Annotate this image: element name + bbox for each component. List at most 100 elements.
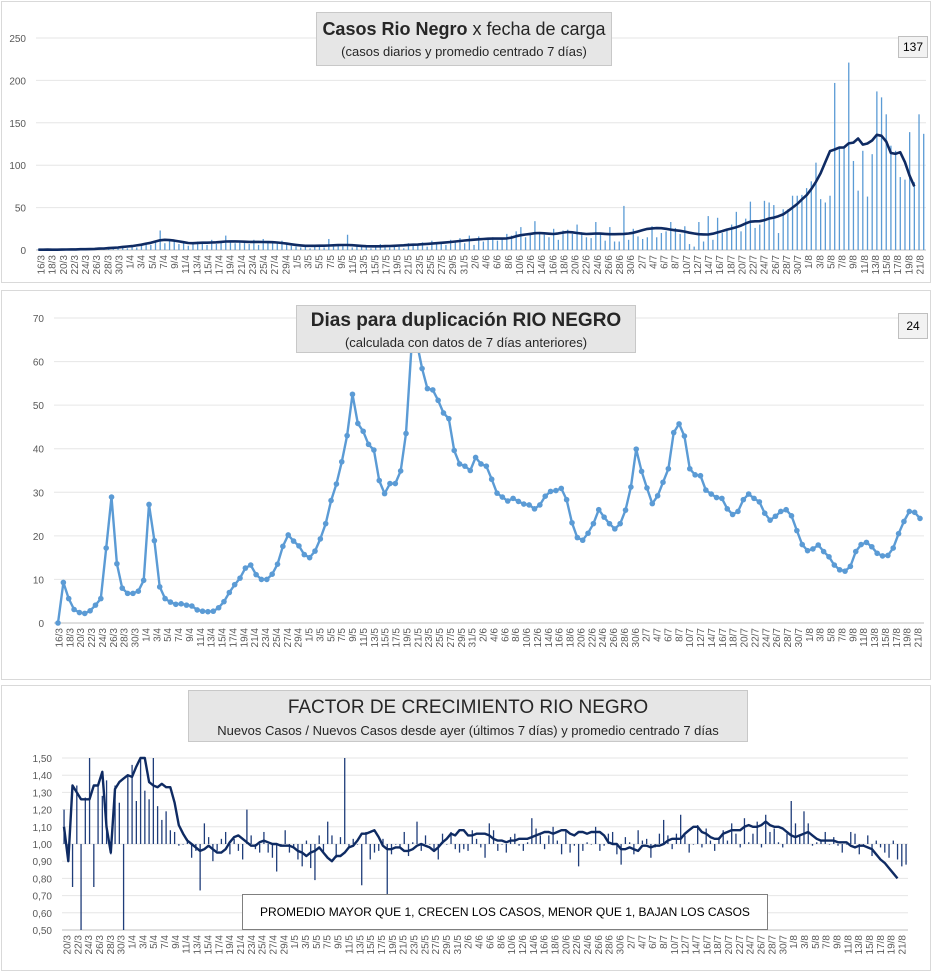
doubling-point (660, 479, 666, 486)
daily-cases-bar (351, 247, 353, 250)
growth-factor-bar (760, 844, 763, 848)
daily-cases-bar (810, 181, 812, 250)
doubling-point (440, 410, 447, 416)
growth-x-tick-label: 19/8 (887, 935, 898, 955)
growth-factor-bar (743, 818, 746, 844)
doubling-point (847, 563, 854, 570)
doubling-point (585, 530, 591, 537)
growth-chart-title-box: FACTOR DE CRECIMIENTO RIO NEGRO Nuevos C… (188, 690, 748, 742)
growth-factor-bar (454, 844, 456, 850)
doubling-point (280, 543, 286, 550)
cases-chart-panel: 0 50 100 150 200 250 16/3 18/3 20/3 22/3 24/3 26/3 2… (1, 1, 931, 283)
growth-x-tick-label: 27/4 (269, 935, 280, 955)
daily-cases-bar (857, 190, 859, 250)
growth-factor-bar (373, 844, 376, 853)
doubling-x-tick-label: 10/6 (522, 628, 533, 648)
doubling-x-tick-label: 26/3 (109, 628, 120, 648)
doubling-point (237, 575, 243, 581)
doubling-point (98, 595, 104, 602)
growth-x-tick-label: 29/5 (442, 935, 453, 955)
doubling-point (815, 542, 822, 548)
doubling-point (108, 494, 115, 500)
growth-factor-bar (71, 844, 74, 887)
doubling-point (537, 502, 543, 508)
doubling-point (247, 562, 254, 568)
daily-cases-bar (834, 82, 836, 250)
cases-x-tick-label: 20/6 (571, 255, 582, 275)
daily-cases-bar (192, 243, 194, 250)
doubling-x-tick-label: 21/4 (250, 628, 261, 648)
daily-cases-bar (501, 238, 503, 250)
growth-factor-bar (144, 790, 146, 844)
daily-cases-bar (909, 132, 911, 250)
cases-x-tick-label: 19/4 (226, 255, 237, 275)
daily-cases-bar (581, 232, 583, 250)
growth-x-tick-label: 14/7 (692, 935, 703, 955)
daily-cases-bar (880, 97, 883, 250)
growth-factor-bar (731, 823, 733, 844)
growth-x-tick-label: 3/8 (800, 935, 811, 949)
growth-factor-bar (620, 844, 622, 865)
daily-cases-bar (627, 239, 630, 250)
growth-factor-bar (441, 833, 444, 844)
doubling-x-tick-label: 2/7 (642, 628, 653, 642)
growth-factor-bar (765, 814, 767, 844)
daily-cases-bar (445, 244, 447, 250)
growth-factor-bar (637, 830, 639, 844)
doubling-point (301, 551, 308, 558)
growth-factor-bar (552, 826, 554, 844)
growth-factor-bar (790, 801, 792, 844)
daily-cases-bar (623, 205, 625, 250)
doubling-point (713, 494, 720, 501)
growth-factor-bar (148, 799, 150, 844)
doubling-x-tick-label: 30/7 (794, 628, 805, 648)
cases-x-tick-label: 16/3 (37, 255, 48, 275)
doubling-x-tick-label: 30/6 (631, 628, 642, 648)
cases-y-tick-label: 0 (20, 246, 26, 257)
cases-x-tick-label: 10/6 (515, 255, 526, 275)
doubling-point (140, 577, 147, 584)
growth-factor-bar (131, 764, 133, 844)
growth-factor-bar (352, 838, 354, 844)
growth-x-tick-label: 24/6 (583, 935, 594, 955)
doubling-x-tick-label: 23/4 (261, 628, 272, 648)
cases-x-tick-label: 15/4 (203, 255, 214, 275)
daily-cases-bar (412, 244, 414, 250)
doubling-point (146, 501, 152, 508)
doubling-point (322, 520, 329, 527)
daily-cases-bar (815, 162, 817, 250)
doubling-point (285, 532, 292, 538)
doubling-point (879, 553, 886, 559)
doubling-point (756, 499, 763, 505)
growth-x-tick-label: 2/6 (464, 935, 475, 949)
daily-cases-bar (154, 241, 157, 250)
daily-cases-bar (520, 227, 522, 250)
doubling-chart-title: Dias para duplicación RIO NEGRO (310, 310, 622, 331)
doubling-x-tick-label: 5/8 (827, 628, 838, 642)
growth-x-tick-label: 4/7 (637, 935, 648, 949)
doubling-point (462, 463, 468, 469)
doubling-point (553, 487, 559, 494)
cases-x-tick-label: 1/4 (126, 255, 137, 269)
daily-cases-bar (642, 238, 644, 250)
doubling-point (665, 465, 672, 472)
growth-factor-bar (93, 844, 95, 887)
growth-x-tick-label: 24/3 (84, 935, 95, 955)
growth-factor-bar (88, 758, 91, 844)
growth-factor-bar (250, 835, 252, 844)
doubling-point (676, 421, 682, 427)
growth-factor-bar (879, 844, 882, 848)
growth-factor-bar (267, 844, 269, 853)
doubling-point (151, 537, 158, 544)
daily-cases-bar (417, 244, 419, 250)
doubling-y-tick-label: 0 (38, 619, 44, 630)
doubling-x-tick-label: 3/5 (315, 628, 326, 642)
daily-cases-bar (257, 244, 260, 250)
growth-factor-bar (76, 785, 78, 844)
daily-cases-bar (759, 224, 761, 250)
doubling-point (579, 537, 586, 544)
growth-factor-bar (293, 844, 295, 848)
doubling-point (55, 620, 61, 626)
daily-cases-bar (403, 248, 405, 250)
growth-factor-bar (705, 828, 707, 844)
